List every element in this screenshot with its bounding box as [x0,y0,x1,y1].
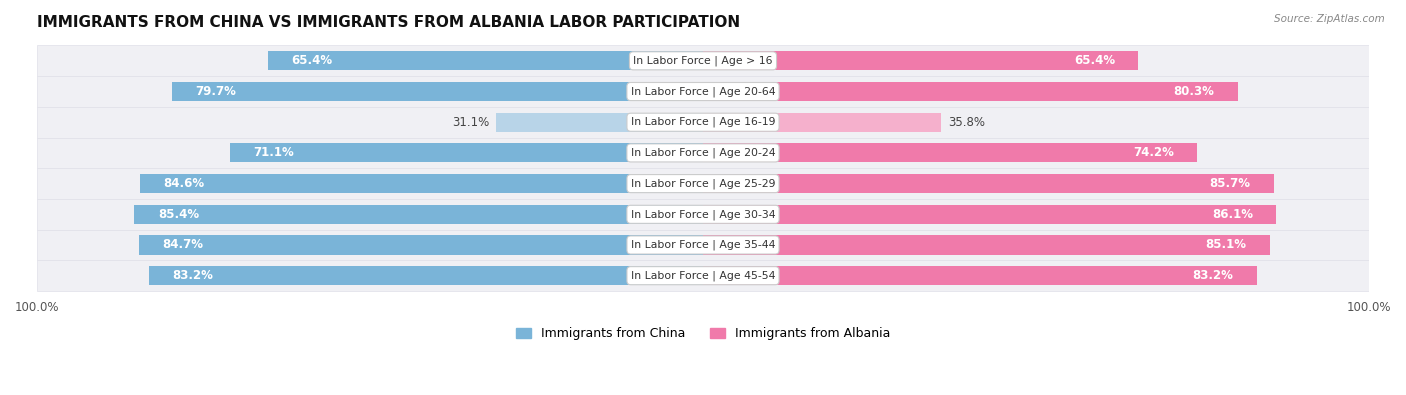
Bar [37,199,1369,229]
Bar [703,205,1277,224]
Text: 79.7%: 79.7% [195,85,236,98]
Bar [139,174,703,193]
Bar [37,229,1369,260]
Bar [37,168,1369,199]
Text: In Labor Force | Age 20-64: In Labor Force | Age 20-64 [631,86,775,97]
Text: 85.4%: 85.4% [157,208,198,221]
Text: In Labor Force | Age 16-19: In Labor Force | Age 16-19 [631,117,775,128]
Text: Source: ZipAtlas.com: Source: ZipAtlas.com [1274,14,1385,24]
Text: IMMIGRANTS FROM CHINA VS IMMIGRANTS FROM ALBANIA LABOR PARTICIPATION: IMMIGRANTS FROM CHINA VS IMMIGRANTS FROM… [37,15,741,30]
Bar [173,82,703,101]
Text: In Labor Force | Age 30-34: In Labor Force | Age 30-34 [631,209,775,220]
Text: 83.2%: 83.2% [1192,269,1233,282]
Text: 80.3%: 80.3% [1174,85,1215,98]
Legend: Immigrants from China, Immigrants from Albania: Immigrants from China, Immigrants from A… [510,322,896,346]
Text: 86.1%: 86.1% [1212,208,1253,221]
Text: 84.7%: 84.7% [163,239,204,252]
Text: In Labor Force | Age 45-54: In Labor Force | Age 45-54 [631,271,775,281]
Bar [703,143,1197,162]
Bar [135,205,703,224]
Bar [703,51,1139,70]
Text: 85.1%: 85.1% [1205,239,1246,252]
Bar [229,143,703,162]
Bar [37,76,1369,107]
Text: 83.2%: 83.2% [173,269,214,282]
Bar [703,174,1274,193]
Text: In Labor Force | Age > 16: In Labor Force | Age > 16 [633,56,773,66]
Bar [703,113,942,132]
Text: In Labor Force | Age 25-29: In Labor Force | Age 25-29 [631,179,775,189]
Text: 65.4%: 65.4% [291,55,332,67]
Text: 84.6%: 84.6% [163,177,204,190]
Text: 31.1%: 31.1% [453,116,489,129]
Bar [139,235,703,254]
Text: 65.4%: 65.4% [1074,55,1115,67]
Bar [703,266,1257,285]
Text: 35.8%: 35.8% [948,116,986,129]
Bar [37,107,1369,137]
Bar [149,266,703,285]
Text: 74.2%: 74.2% [1133,147,1174,160]
Bar [37,137,1369,168]
Bar [496,113,703,132]
Text: In Labor Force | Age 20-24: In Labor Force | Age 20-24 [631,148,775,158]
Bar [267,51,703,70]
Text: In Labor Force | Age 35-44: In Labor Force | Age 35-44 [631,240,775,250]
Text: 85.7%: 85.7% [1209,177,1250,190]
Bar [37,260,1369,291]
Bar [37,45,1369,76]
Text: 71.1%: 71.1% [253,147,294,160]
Bar [703,235,1270,254]
Bar [703,82,1237,101]
